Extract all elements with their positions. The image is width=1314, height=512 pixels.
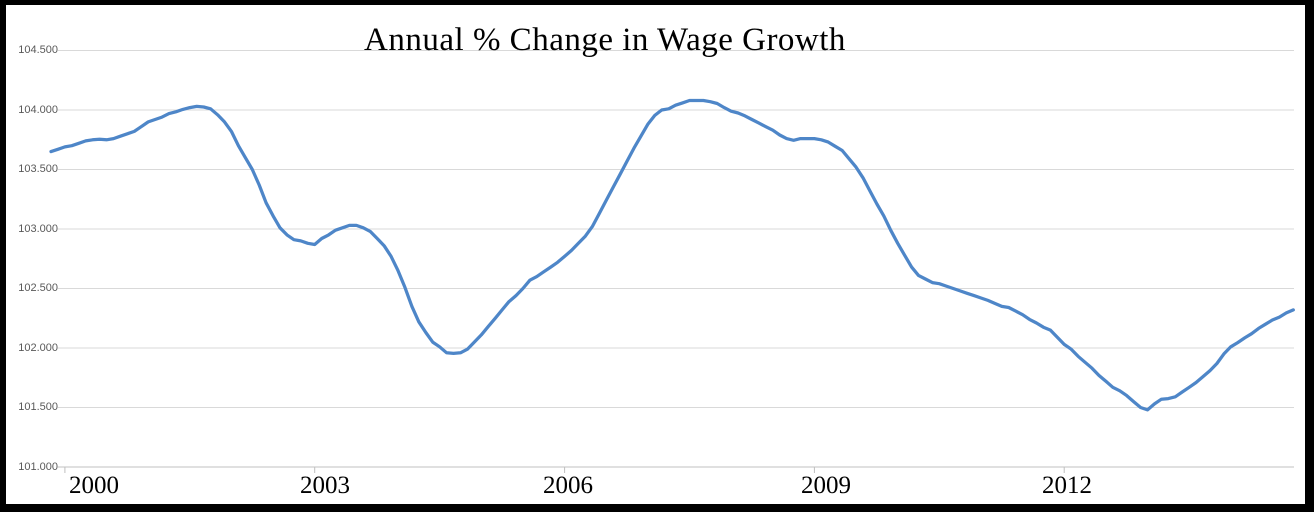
y-axis-tick-label: 104.500 xyxy=(18,44,58,56)
y-axis-tick-label: 103.000 xyxy=(18,222,58,235)
y-axis-tick-label: 103.500 xyxy=(18,163,58,175)
x-axis-tick-label: 2003 xyxy=(300,472,350,499)
chart-title: Annual % Change in Wage Growth xyxy=(364,22,846,58)
x-axis-tick-label: 2012 xyxy=(1042,472,1092,499)
gridlines xyxy=(58,50,1294,468)
x-axis-tick-label: 2000 xyxy=(69,472,119,499)
x-axis-tick-label: 2009 xyxy=(801,472,851,499)
chart-canvas xyxy=(6,5,1305,504)
y-axis-tick-label: 104.000 xyxy=(18,103,58,116)
x-axis-tick-label: 2006 xyxy=(543,472,593,499)
y-axis-tick-label: 101.500 xyxy=(18,401,58,413)
x-axis-tick-marks xyxy=(64,467,1065,473)
wage-growth-line xyxy=(49,98,1295,412)
y-axis-tick-label: 102.000 xyxy=(18,341,58,354)
y-axis-tick-label: 102.500 xyxy=(18,282,58,294)
y-axis-tick-label: 101.000 xyxy=(18,460,58,473)
